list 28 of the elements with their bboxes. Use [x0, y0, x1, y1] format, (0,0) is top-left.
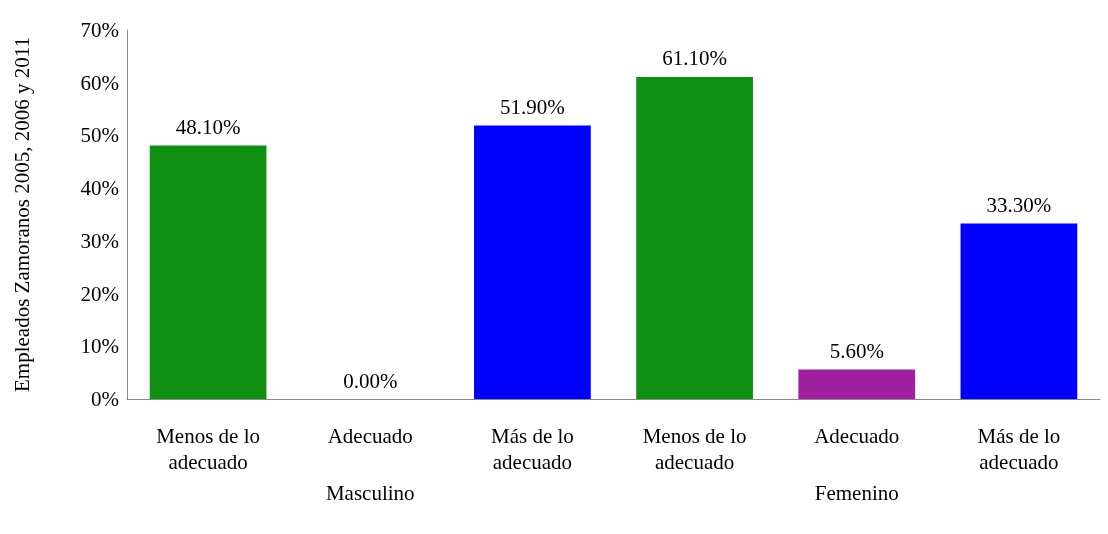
data-label: 33.30%: [986, 192, 1052, 217]
y-tick-label: 30%: [80, 228, 119, 253]
bar: [474, 125, 591, 399]
y-tick-label: 10%: [80, 334, 119, 359]
y-tick-label: 20%: [80, 281, 119, 306]
bar: [798, 369, 916, 399]
x-tick-label: Más de lo adecuado: [977, 424, 1061, 474]
data-label: 0.00%: [343, 368, 398, 393]
text: Femenino: [814, 480, 899, 505]
x-tick-label: Más de lo adecuado: [491, 424, 574, 474]
data-label: 51.90%: [500, 94, 565, 119]
bar: [960, 223, 1078, 399]
bar: [149, 145, 267, 399]
x-tick-label: Menos de lo adecuado: [642, 424, 747, 474]
y-tick-label: 40%: [80, 176, 119, 201]
x-tick-label: Menos de lo adecuado: [156, 424, 260, 474]
y-tick-label: 60%: [80, 70, 119, 95]
x-tick-label: Adecuado: [814, 424, 900, 448]
y-axis-title: Empleados Zamoranos 2005, 2006 y 2011: [9, 36, 34, 393]
bar: [636, 76, 753, 399]
y-tick-label: 50%: [80, 123, 119, 148]
data-label: 5.60%: [829, 338, 884, 363]
y-tick-label: 0%: [91, 387, 119, 411]
y-tick-label: 70%: [80, 18, 119, 42]
data-label: 48.10%: [175, 114, 241, 139]
x-tick-label: Adecuado: [327, 424, 413, 448]
text: Masculino: [325, 480, 415, 505]
data-label: 61.10%: [662, 46, 727, 71]
